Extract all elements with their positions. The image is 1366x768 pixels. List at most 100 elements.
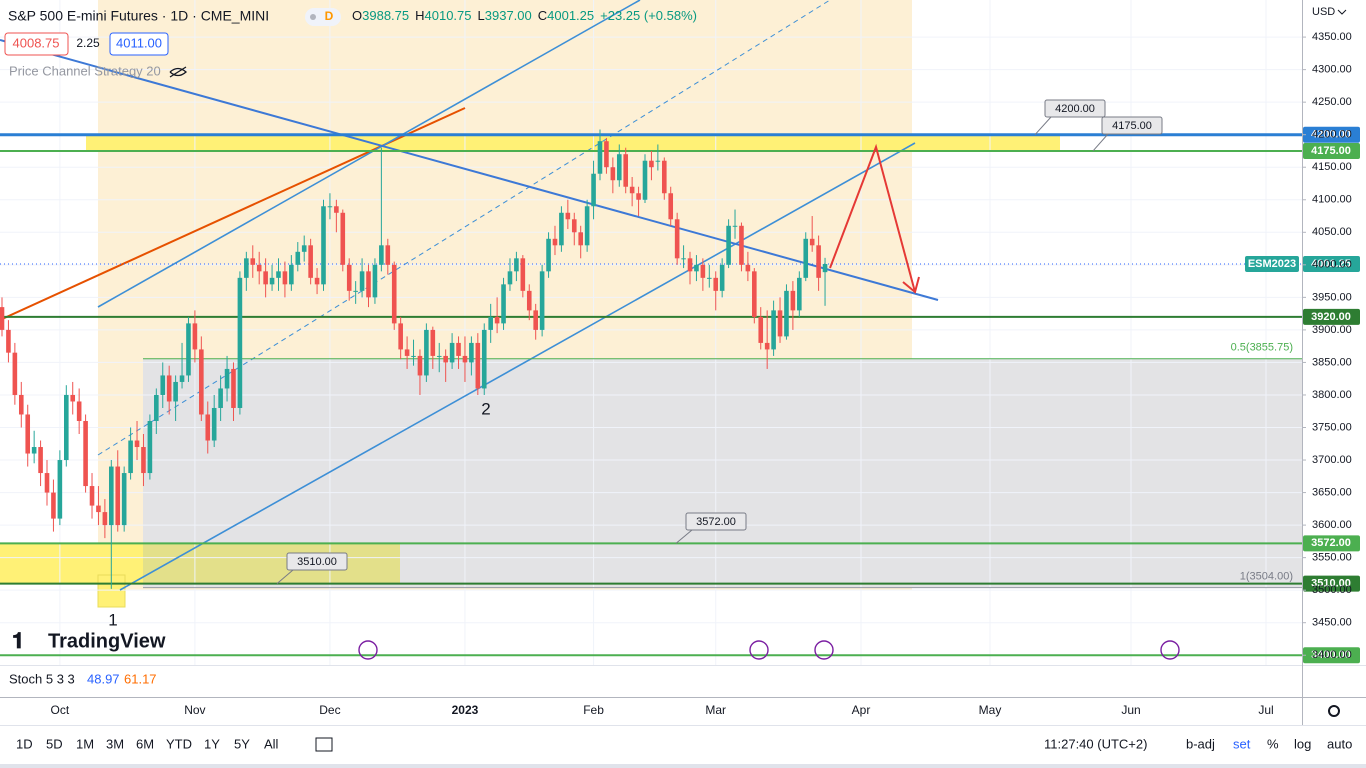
indicator-label: Price Channel Strategy 20 <box>9 63 161 78</box>
candle-body <box>109 466 114 526</box>
candle-body <box>199 349 204 415</box>
candle-body <box>173 381 178 402</box>
range-button[interactable]: 5Y <box>234 736 250 751</box>
callout-box <box>1101 116 1163 135</box>
candle-body <box>443 355 448 363</box>
candle-body <box>591 173 596 207</box>
range-button[interactable]: 1M <box>76 736 94 751</box>
candle-body <box>301 245 307 252</box>
candle-body <box>694 264 699 272</box>
candle-body <box>424 329 429 376</box>
y-tick-label: 3800.00 <box>1312 389 1352 401</box>
candle-body <box>121 473 127 526</box>
support-zone <box>143 543 400 584</box>
ohlc-value: 3937.00 <box>485 8 532 23</box>
y-tick-label: 3650.00 <box>1312 486 1352 498</box>
logo-mark: 𝟏 <box>12 628 24 653</box>
callout-label: 4175.00 <box>1112 120 1152 132</box>
callout-label: 3572.00 <box>696 516 736 528</box>
candle-body <box>604 141 609 168</box>
x-tick-label: 2023 <box>452 703 479 717</box>
price-tag <box>1303 126 1360 143</box>
scale-option[interactable]: set <box>1233 736 1251 751</box>
range-button[interactable]: YTD <box>166 736 192 751</box>
event-icon[interactable] <box>358 640 378 660</box>
candle-body <box>372 264 378 298</box>
candle-body <box>115 466 121 526</box>
candle-body <box>321 206 326 285</box>
range-button[interactable]: 3M <box>106 736 124 751</box>
candle-body <box>57 460 63 519</box>
candle-body <box>732 225 738 227</box>
x-tick-label: Jul <box>1258 703 1273 717</box>
y-tick-label: 3550.00 <box>1312 552 1352 564</box>
candle-body <box>681 258 686 260</box>
callout-pointer <box>1034 116 1052 136</box>
candle-body <box>462 355 468 363</box>
candle-body <box>616 154 622 181</box>
currency[interactable]: USD <box>1312 6 1335 18</box>
date-range-icon[interactable] <box>315 737 333 752</box>
candle-body <box>327 206 333 208</box>
candle-body <box>816 245 821 278</box>
event-icon[interactable] <box>749 640 769 660</box>
channel-lower <box>119 142 916 591</box>
scale-option[interactable]: auto <box>1327 736 1352 751</box>
candle-body <box>764 342 770 350</box>
candles <box>0 129 828 589</box>
candle-body <box>565 212 571 220</box>
fib-label: 1(3504.00) <box>1240 570 1293 582</box>
event-icon[interactable] <box>1160 640 1180 660</box>
settings-icon[interactable] <box>1328 705 1340 717</box>
candle-body <box>809 238 815 246</box>
range-button[interactable]: 5D <box>46 736 63 751</box>
candle-body <box>18 394 24 415</box>
y-tick-label: 4200.00 <box>1312 129 1352 141</box>
arrow-head <box>902 276 920 294</box>
ohlc-legend: O3988.75 H4010.75 L3937.00 C4001.25 +23.25 (… <box>352 8 697 23</box>
bid-box[interactable] <box>4 32 69 56</box>
scale-option[interactable]: b-adj <box>1186 736 1215 751</box>
badge-dot <box>310 14 316 20</box>
candle-body <box>726 225 731 265</box>
candle-body <box>668 193 674 220</box>
range-button[interactable]: 6M <box>136 736 154 751</box>
price-tag-label: 3920.00 <box>1311 311 1351 323</box>
candle-body <box>623 154 629 187</box>
candle-body <box>83 420 88 487</box>
candle-body <box>456 342 461 356</box>
ohlc-value: 4001.25 <box>547 8 594 23</box>
ask-box[interactable] <box>109 32 169 56</box>
candle-body <box>404 349 410 356</box>
candle-body <box>134 440 140 448</box>
candle-body <box>436 355 442 357</box>
candle-body <box>661 160 667 194</box>
callout-pointer <box>1092 133 1109 152</box>
candle-body <box>449 342 455 363</box>
y-tick-label: 3900.00 <box>1312 324 1352 336</box>
scale-option[interactable]: % <box>1267 736 1279 751</box>
candle-body <box>295 251 301 265</box>
scale-option[interactable]: log <box>1294 736 1311 751</box>
range-button[interactable]: 1D <box>16 736 33 751</box>
candle-body <box>51 492 56 519</box>
price-tag <box>1303 535 1360 552</box>
candle-body <box>481 329 487 389</box>
candle-body <box>31 447 37 454</box>
event-icon[interactable] <box>814 640 834 660</box>
candle-body <box>707 277 712 279</box>
range-button[interactable]: 1Y <box>204 736 220 751</box>
eye-icon[interactable] <box>169 66 187 78</box>
stoch-k: 48.97 <box>87 671 120 686</box>
x-tick-label: Mar <box>705 703 726 717</box>
x-tick-label: Apr <box>852 703 871 717</box>
y-tick-label: 3450.00 <box>1312 617 1352 629</box>
range-button[interactable]: All <box>264 736 279 751</box>
candle-body <box>70 394 76 402</box>
y-tick-label: 3850.00 <box>1312 356 1352 368</box>
symbol-tag-label: ESM2023 <box>1248 258 1296 270</box>
bid: 4008.75 <box>13 35 60 50</box>
candle-body <box>398 323 403 350</box>
candle-body <box>546 238 551 272</box>
candle-body <box>636 193 641 200</box>
